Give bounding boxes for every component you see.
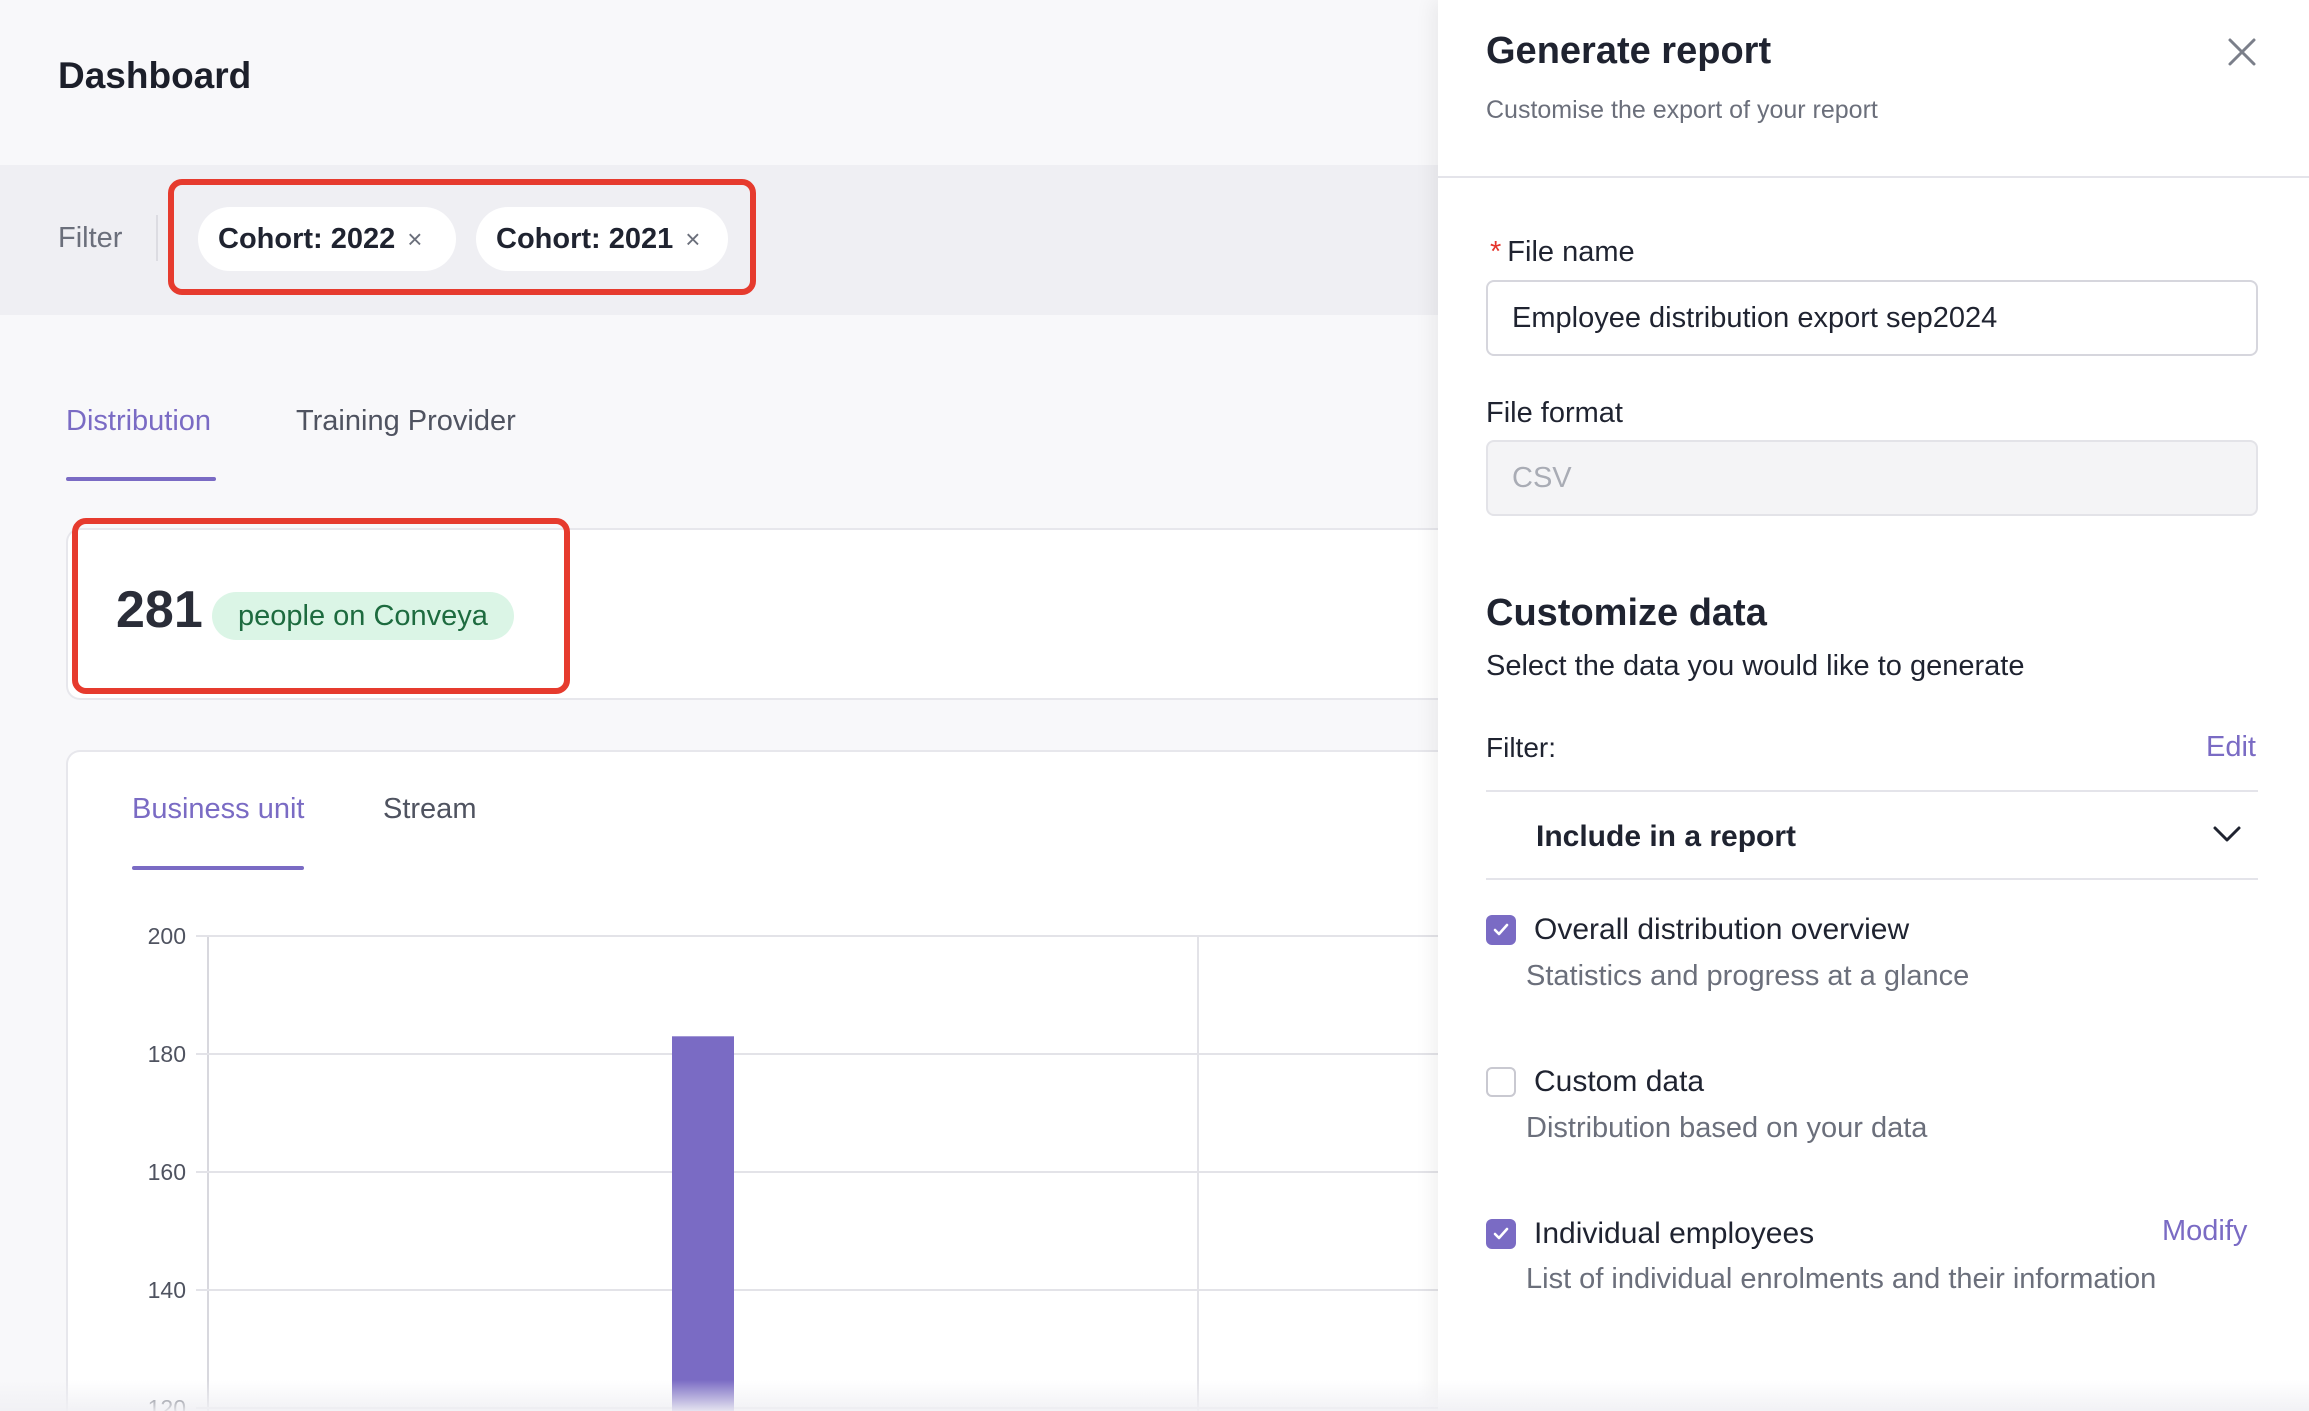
kpi-value: 281 xyxy=(116,581,203,639)
chip-remove-icon[interactable]: × xyxy=(407,223,423,254)
chart-card xyxy=(66,750,1438,1411)
y-tick-label: 160 xyxy=(148,1159,186,1185)
select-label: Include in a report xyxy=(1536,820,1797,853)
bottom-fade xyxy=(0,1380,2309,1411)
chip-remove-icon[interactable]: × xyxy=(685,223,701,254)
filter-divider xyxy=(156,215,158,261)
drawer-title: Generate report xyxy=(1486,30,1772,72)
filter-chip-cohort-2021[interactable]: Cohort: 2021 × xyxy=(476,207,728,271)
active-chart-tab-indicator xyxy=(132,866,304,870)
option-description: List of individual enrolments and their … xyxy=(1526,1263,2157,1295)
chart-bars xyxy=(672,1036,734,1411)
tab-stream[interactable]: Stream xyxy=(383,793,477,825)
tab-distribution[interactable]: Distribution xyxy=(66,405,212,437)
chevron-down-icon xyxy=(2213,826,2241,842)
chart-y-ticks: 120140160180200 xyxy=(148,923,186,1411)
file-format-field: CSV xyxy=(1486,440,2258,516)
y-tick-label: 200 xyxy=(148,923,186,949)
customize-subtitle: Select the data you would like to genera… xyxy=(1486,650,2025,682)
option-description: Distribution based on your data xyxy=(1526,1112,1928,1144)
filter-label: Filter xyxy=(58,222,123,254)
active-tab-indicator xyxy=(66,477,216,481)
option-description: Statistics and progress at a glance xyxy=(1526,960,1970,992)
page-title: Dashboard xyxy=(58,55,252,96)
chart-grid xyxy=(196,935,1438,1411)
check-icon xyxy=(1493,923,1509,936)
option-title: Custom data xyxy=(1534,1065,1705,1098)
drawer-subtitle: Customise the export of your report xyxy=(1486,96,1878,124)
modify-link[interactable]: Modify xyxy=(2162,1215,2248,1247)
chip-label: Cohort: 2021 xyxy=(496,222,674,255)
file-name-label-text: File name xyxy=(1507,236,1635,268)
chip-label: Cohort: 2022 xyxy=(218,222,396,255)
custom-data-checkbox[interactable] xyxy=(1486,1067,1516,1097)
chart-bar xyxy=(672,1036,734,1411)
y-tick-label: 180 xyxy=(148,1041,186,1067)
close-icon[interactable] xyxy=(2222,32,2262,72)
customize-filter-label: Filter: xyxy=(1486,732,1556,763)
dashboard-panel: Dashboard Filter Cohort: 2022 × Cohort: … xyxy=(0,0,1438,1411)
y-tick-label: 140 xyxy=(148,1277,186,1303)
customize-title: Customize data xyxy=(1486,592,1767,634)
required-mark: * xyxy=(1490,236,1502,268)
edit-filter-link[interactable]: Edit xyxy=(2206,731,2256,763)
include-in-report-select[interactable]: Include in a report xyxy=(1486,790,2258,880)
bar-chart: 120140160180200 xyxy=(148,923,1438,1411)
file-format-label: File format xyxy=(1486,397,1623,429)
option-title: Overall distribution overview xyxy=(1534,913,1910,946)
generate-report-drawer: Generate report Customise the export of … xyxy=(1438,0,2309,1411)
filter-chip-cohort-2022[interactable]: Cohort: 2022 × xyxy=(198,207,456,271)
check-icon xyxy=(1493,1227,1509,1240)
drawer-header: Generate report Customise the export of … xyxy=(1438,0,2309,178)
file-name-input[interactable]: Employee distribution export sep2024 xyxy=(1486,280,2258,356)
individual-employees-checkbox[interactable] xyxy=(1486,1219,1516,1249)
file-name-label: * File name xyxy=(1490,236,1635,269)
option-title: Individual employees xyxy=(1534,1217,1815,1250)
status-badge: people on Conveya xyxy=(212,592,514,640)
tab-business-unit[interactable]: Business unit xyxy=(132,793,305,825)
dashboard-header: Dashboard xyxy=(0,0,1438,165)
tab-training-provider[interactable]: Training Provider xyxy=(296,405,516,437)
overall-distribution-checkbox[interactable] xyxy=(1486,915,1516,945)
